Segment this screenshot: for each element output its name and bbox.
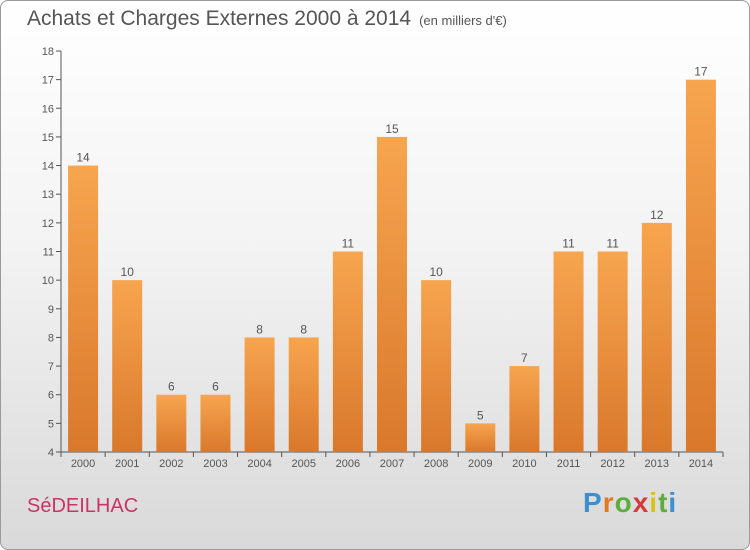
bar: [112, 280, 143, 452]
y-tick-label: 11: [43, 247, 54, 259]
x-tick-label: 2008: [424, 458, 448, 470]
data-label: 5: [477, 408, 484, 422]
y-tick-label: 18: [42, 46, 54, 58]
data-label: 8: [256, 322, 263, 336]
y-tick-label: 4: [48, 447, 54, 459]
x-tick-label: 2014: [689, 458, 713, 470]
x-tick-label: 2006: [336, 458, 360, 470]
x-tick-label: 2001: [115, 458, 139, 470]
logo-letter: o: [614, 487, 633, 518]
y-tick-label: 7: [48, 361, 54, 373]
bar: [156, 394, 187, 452]
data-label: 11: [562, 237, 575, 251]
data-label: 7: [521, 351, 528, 365]
labels: 2000 14 2001 10 2002 6 2003 6 2004 8 2005 8 2006 11 20…: [71, 65, 713, 470]
logo-letter: P: [583, 487, 603, 518]
bars: [68, 79, 716, 453]
bar: [641, 222, 672, 452]
data-label: 10: [429, 265, 443, 279]
bar: [200, 394, 231, 452]
data-label: 12: [650, 208, 664, 222]
x-tick-label: 2002: [159, 458, 183, 470]
y-tick-label: 6: [48, 390, 54, 402]
x-tick-label: 2007: [380, 458, 404, 470]
x-tick-label: 2004: [247, 458, 271, 470]
bar: [421, 280, 452, 452]
data-label: 15: [385, 122, 399, 136]
chart-unit: (en milliers d'€): [419, 13, 507, 28]
y-tick-label: 14: [42, 161, 54, 173]
data-label: 10: [121, 265, 135, 279]
bar: [377, 136, 407, 452]
data-label: 11: [606, 237, 619, 251]
bar: [244, 337, 275, 452]
logo-letter: i: [649, 487, 659, 518]
data-label: 8: [300, 322, 307, 336]
y-tick-label: 5: [48, 418, 54, 430]
y-tick-label: 8: [48, 332, 54, 344]
y-tick-label: 15: [42, 132, 54, 144]
data-label: 6: [168, 380, 175, 394]
proxiti-logo: Proxiti: [583, 487, 677, 519]
data-label: 17: [694, 65, 708, 79]
data-label: 6: [212, 380, 219, 394]
x-tick-label: 2009: [468, 458, 492, 470]
x-tick-label: 2013: [645, 458, 669, 470]
logo-letter: r: [602, 487, 615, 518]
logo-letter: x: [632, 487, 650, 518]
chart-title: Achats et Charges Externes 2000 à 2014 (e…: [27, 7, 507, 31]
bar: [553, 251, 584, 452]
x-tick-label: 2003: [203, 458, 227, 470]
bar: [332, 251, 363, 452]
chart-title-text: Achats et Charges Externes 2000 à 2014: [27, 7, 412, 30]
bar: [685, 79, 716, 453]
bar: [597, 251, 628, 452]
y-tick-label: 9: [48, 304, 54, 316]
x-tick-label: 2010: [512, 458, 536, 470]
y-tick-label: 12: [42, 218, 54, 230]
y-tick-label: 13: [42, 189, 54, 201]
logo-letter: i: [668, 487, 678, 518]
y-tick-label: 17: [42, 75, 54, 87]
x-tick-label: 2005: [291, 458, 315, 470]
commune-name: SéDEILHAC: [27, 495, 139, 517]
logo-letter: t: [658, 487, 669, 518]
bar: [509, 366, 540, 452]
y-tick-label: 10: [42, 275, 54, 287]
bar: [288, 337, 319, 452]
y-tick-label: 16: [42, 103, 54, 115]
bar: [68, 165, 99, 453]
x-tick-label: 2011: [557, 458, 581, 470]
bar: [465, 423, 496, 452]
data-label: 14: [76, 151, 90, 165]
x-tick-label: 2012: [600, 458, 624, 470]
data-label: 11: [342, 237, 355, 251]
x-tick-label: 2000: [71, 458, 95, 470]
